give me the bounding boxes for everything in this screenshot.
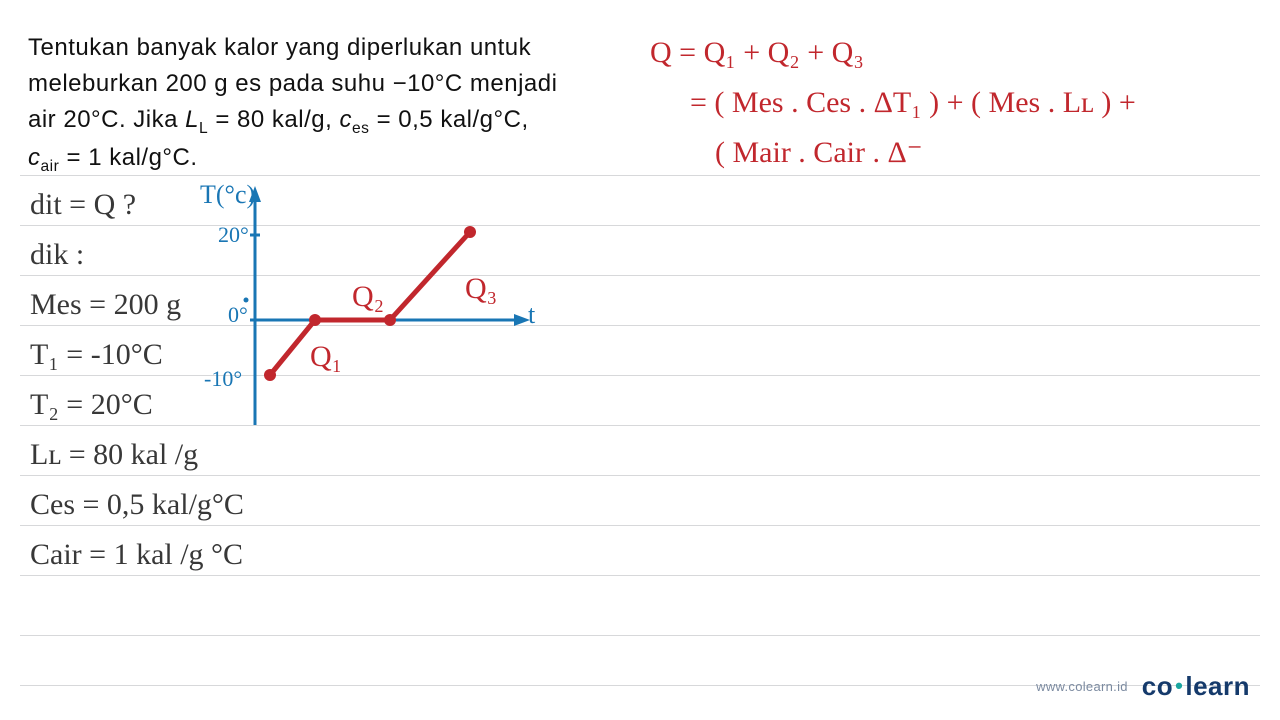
tick-neg10: -10° — [204, 366, 242, 392]
hand-dit: dit = Q ? — [30, 188, 136, 221]
curve-point-melt-end — [384, 314, 396, 326]
label-q3: Q₃ — [465, 272, 497, 305]
sym-cair: c — [28, 144, 41, 171]
brand-part-a: co — [1142, 671, 1173, 701]
label-q1: Q₁ — [310, 340, 342, 373]
sym-ces: c — [339, 106, 352, 133]
heating-graph: T(°c) 20° 0° -10° Q₁ Q₂ Q₃ t — [210, 180, 570, 430]
eq-expand-1: = ( Mes . Ces . ΔT₁ ) + ( Mes . Lʟ ) + — [690, 86, 1136, 119]
y-axis-label: T(°c) — [200, 180, 255, 210]
graph-svg — [210, 180, 570, 430]
problem-line-3c: = 0,5 kal/g°C, — [377, 106, 529, 133]
ruled-paper — [0, 175, 1280, 660]
hand-ces: Ces = 0,5 kal/g°C — [30, 488, 244, 521]
brand-logo: co•learn — [1142, 671, 1250, 702]
hand-mes: Mes = 200 g — [30, 288, 181, 321]
rule-line — [20, 575, 1260, 576]
curve-point-melt-start — [309, 314, 321, 326]
rule-line — [20, 175, 1260, 176]
hand-t1: T₁ = -10°C — [30, 338, 163, 371]
label-q2: Q₂ — [352, 280, 384, 313]
problem-line-3a: air 20°C. Jika — [28, 106, 185, 133]
hand-dik: dik : — [30, 238, 84, 271]
footer: www.colearn.id co•learn — [1036, 671, 1250, 702]
curve-point-end — [464, 226, 476, 238]
sym-cair-sub: air — [41, 158, 60, 175]
curve-point-start — [264, 369, 276, 381]
problem-line-4b: = 1 kal/g°C. — [67, 144, 198, 171]
brand-part-b: learn — [1185, 671, 1250, 701]
hand-cair: Cair = 1 kal /g °C — [30, 538, 243, 571]
rule-line — [20, 425, 1260, 426]
hand-ll: Lʟ = 80 kal /g — [30, 438, 198, 471]
brand-dot-icon: • — [1173, 673, 1185, 698]
eq-expand-2: ( Mair . Cair . Δ⁻ — [715, 136, 923, 169]
tick-20: 20° — [218, 222, 249, 248]
footer-url: www.colearn.id — [1036, 679, 1128, 694]
rule-line — [20, 525, 1260, 526]
rule-line — [20, 275, 1260, 276]
eq-total: Q = Q₁ + Q₂ + Q₃ — [650, 36, 864, 69]
rule-line — [20, 325, 1260, 326]
rule-line — [20, 225, 1260, 226]
problem-statement: Tentukan banyak kalor yang diperlukan un… — [28, 30, 618, 178]
page: Tentukan banyak kalor yang diperlukan un… — [0, 0, 1280, 720]
problem-line-3b: = 80 kal/g, — [215, 106, 339, 133]
rule-line — [20, 635, 1260, 636]
problem-line-2: meleburkan 200 g es pada suhu −10°C menj… — [28, 70, 557, 97]
hand-t2: T₂ = 20°C — [30, 388, 153, 421]
tick-0: 0° — [228, 302, 248, 328]
rule-line — [20, 475, 1260, 476]
sym-LL: L — [185, 106, 199, 133]
problem-line-1: Tentukan banyak kalor yang diperlukan un… — [28, 34, 531, 61]
sym-ces-sub: es — [352, 120, 369, 137]
x-axis-label: t — [528, 300, 535, 330]
sym-LL-sub: L — [199, 120, 208, 137]
